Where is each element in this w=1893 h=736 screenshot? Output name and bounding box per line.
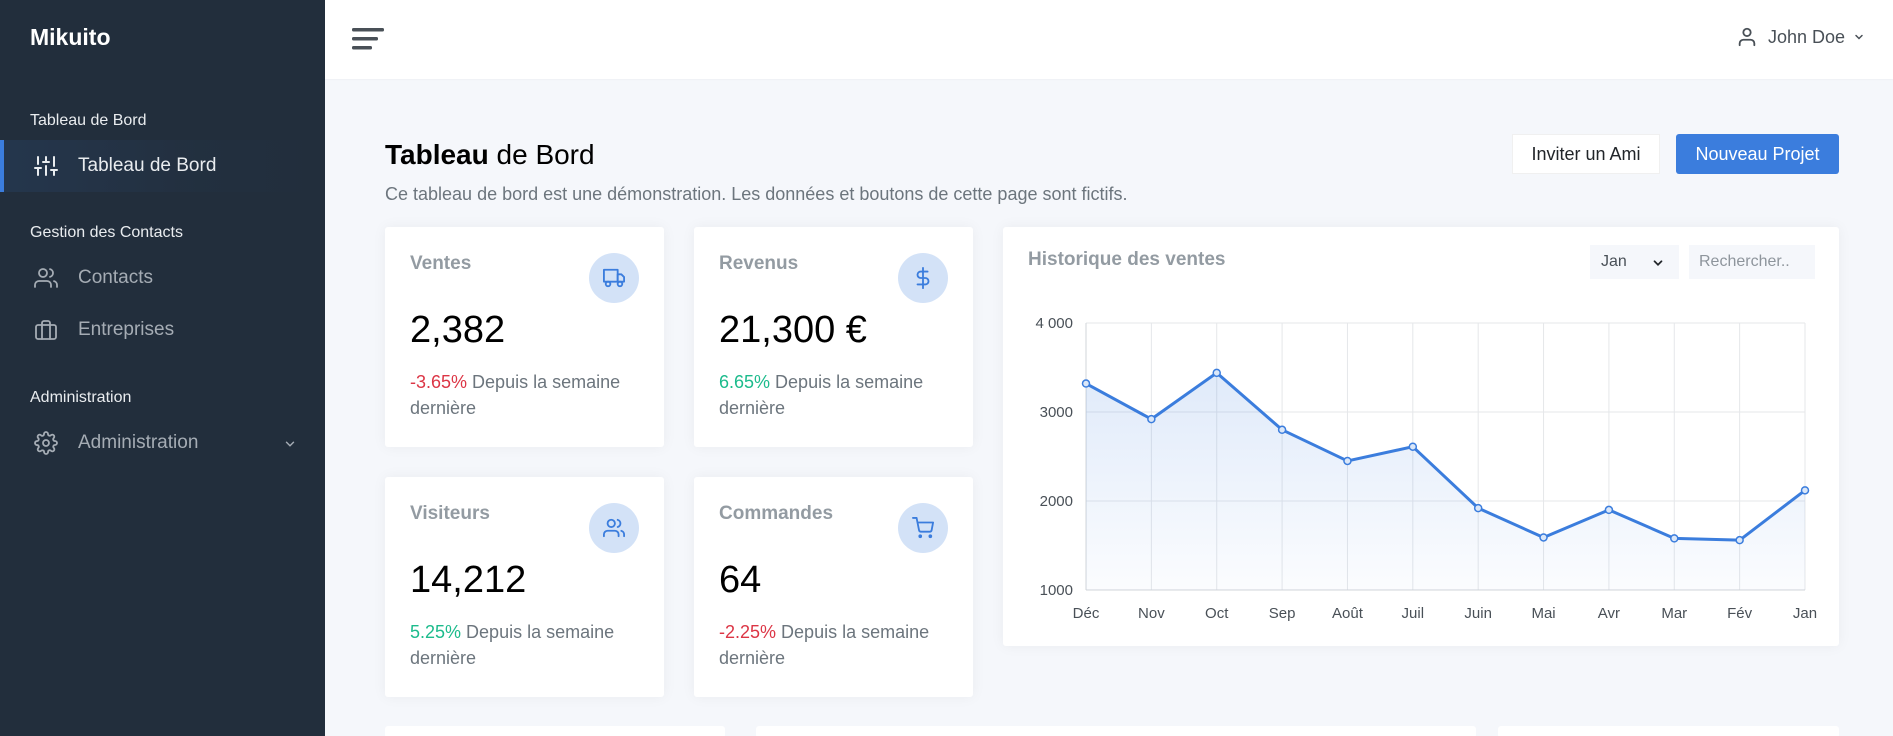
stat-footer: -3.65% Depuis la semaine dernière bbox=[410, 369, 645, 421]
stat-change: 5.25% bbox=[410, 622, 462, 642]
stat-caption: Depuis la semaine dernière bbox=[719, 622, 930, 668]
stat-change: -2.25% bbox=[719, 622, 777, 642]
stat-caption: Depuis la semaine dernière bbox=[719, 372, 924, 418]
stat-title: Visiteurs bbox=[410, 503, 490, 524]
stat-card-visitors: Visiteurs 14,212 5.25% Depuis la semaine… bbox=[385, 477, 664, 697]
bottom-card bbox=[385, 726, 725, 736]
bottom-card bbox=[1498, 726, 1839, 736]
x-tick-label: Sep bbox=[1269, 605, 1296, 622]
sidebar-item-label: Administration bbox=[78, 432, 199, 453]
y-tick-label: 2000 bbox=[1040, 493, 1073, 510]
briefcase-icon bbox=[34, 318, 58, 342]
data-point bbox=[1147, 414, 1156, 424]
stat-card-sales: Ventes 2,382 -3.65% Depuis la semaine de… bbox=[385, 227, 664, 447]
data-point bbox=[1735, 535, 1744, 545]
page-subtitle: Ce tableau de bord est une démonstration… bbox=[385, 184, 1128, 204]
sidebar-item-label: Tableau de Bord bbox=[78, 155, 217, 176]
chevron-down-icon bbox=[283, 435, 297, 449]
stat-title: Commandes bbox=[719, 503, 834, 524]
data-point bbox=[1800, 486, 1810, 495]
sidebar-section-header: Administration bbox=[30, 389, 132, 406]
stat-value: 14,212 bbox=[410, 559, 527, 601]
x-tick-label: Août bbox=[1332, 605, 1364, 622]
user-icon bbox=[1736, 26, 1758, 48]
data-point bbox=[1604, 505, 1614, 515]
data-point bbox=[1343, 456, 1352, 466]
sidebar-section-header: Gestion des Contacts bbox=[30, 224, 183, 241]
topbar: John Doe bbox=[325, 0, 1893, 79]
sidebar-item-label: Entreprises bbox=[78, 319, 175, 340]
x-tick-label: Juil bbox=[1402, 605, 1425, 622]
data-point bbox=[1277, 425, 1287, 435]
users-icon bbox=[34, 266, 58, 290]
hamburger-icon[interactable] bbox=[352, 26, 384, 52]
stat-value: 64 bbox=[719, 559, 762, 601]
sidebar-item-administration[interactable]: Administration bbox=[0, 417, 325, 469]
chevron-down-icon bbox=[1853, 31, 1865, 43]
sidebar-section-header: Tableau de Bord bbox=[30, 112, 147, 129]
data-point bbox=[1212, 368, 1221, 378]
user-name: John Doe bbox=[1767, 26, 1845, 47]
stat-caption: Depuis la semaine dernière bbox=[410, 372, 621, 418]
x-tick-label: Mar bbox=[1661, 605, 1687, 622]
x-tick-label: Nov bbox=[1138, 605, 1165, 622]
data-point bbox=[1473, 503, 1483, 513]
page-title: Tableau de Bord bbox=[385, 139, 595, 170]
chart-title: Historique des ventes bbox=[1028, 249, 1226, 270]
x-tick-label: Fév bbox=[1727, 605, 1753, 622]
chart-search-input[interactable] bbox=[1689, 245, 1815, 279]
stat-caption: Depuis la semaine dernière bbox=[410, 622, 615, 668]
sidebar-item-dashboard[interactable]: Tableau de Bord bbox=[0, 140, 325, 192]
stat-value: 2,382 bbox=[410, 309, 506, 351]
y-tick-label: 4 000 bbox=[1035, 315, 1073, 332]
month-select[interactable]: Jan bbox=[1590, 245, 1679, 279]
new-project-button[interactable]: Nouveau Projet bbox=[1676, 134, 1839, 174]
stat-footer: 6.65% Depuis la semaine dernière bbox=[719, 369, 954, 421]
sidebar-item-companies[interactable]: Entreprises bbox=[0, 304, 325, 356]
x-tick-label: Juin bbox=[1464, 605, 1492, 622]
data-point bbox=[1408, 442, 1418, 451]
gear-icon bbox=[34, 431, 58, 455]
stat-title: Ventes bbox=[410, 253, 472, 274]
series-line bbox=[1085, 371, 1806, 542]
series-area bbox=[1086, 372, 1805, 590]
x-tick-label: Déc bbox=[1073, 605, 1100, 622]
stat-footer: 5.25% Depuis la semaine dernière bbox=[410, 619, 645, 671]
sales-line-chart: 1000 2000 3000 4 000 Déc Nov Oct Sep Août Juil Jui… bbox=[1035, 315, 1817, 622]
data-point bbox=[1539, 533, 1548, 542]
user-menu[interactable]: John Doe bbox=[1736, 26, 1865, 48]
sales-history-card: 1000 2000 3000 4 000 Déc Nov Oct Sep Août Juil Jui… bbox=[1003, 227, 1839, 646]
truck-icon bbox=[589, 253, 639, 303]
sidebar: Mikuito Tableau de Bord Tableau de Bord … bbox=[0, 0, 325, 736]
stat-card-orders: Commandes 64 -2.25% Depuis la semaine de… bbox=[694, 477, 973, 697]
stat-title: Revenus bbox=[719, 253, 799, 274]
stat-change: -3.65% bbox=[410, 372, 468, 392]
data-point bbox=[1670, 534, 1679, 543]
dollar-icon bbox=[898, 253, 948, 303]
x-tick-label: Avr bbox=[1598, 605, 1620, 622]
chevron-down-icon bbox=[1651, 256, 1665, 270]
sliders-icon bbox=[34, 154, 58, 178]
invite-friend-button[interactable]: Inviter un Ami bbox=[1512, 134, 1660, 174]
x-tick-label: Mai bbox=[1531, 605, 1555, 622]
brand-logo[interactable]: Mikuito bbox=[30, 24, 111, 50]
stat-footer: -2.25% Depuis la semaine dernière bbox=[719, 619, 954, 671]
y-tick-label: 1000 bbox=[1040, 582, 1073, 599]
month-select-value: Jan bbox=[1601, 253, 1627, 270]
sidebar-item-label: Contacts bbox=[78, 267, 153, 288]
stat-card-revenue: Revenus 21,300 € 6.65% Depuis la semaine… bbox=[694, 227, 973, 447]
cart-icon bbox=[898, 503, 948, 553]
data-point bbox=[1081, 379, 1091, 388]
x-tick-label: Jan bbox=[1793, 605, 1817, 622]
sidebar-item-contacts[interactable]: Contacts bbox=[0, 252, 325, 304]
y-tick-label: 3000 bbox=[1040, 404, 1073, 421]
bottom-card bbox=[756, 726, 1476, 736]
x-tick-label: Oct bbox=[1205, 605, 1229, 622]
users-icon bbox=[589, 503, 639, 553]
stat-change: 6.65% bbox=[719, 372, 771, 392]
stat-value: 21,300 € bbox=[719, 309, 867, 351]
